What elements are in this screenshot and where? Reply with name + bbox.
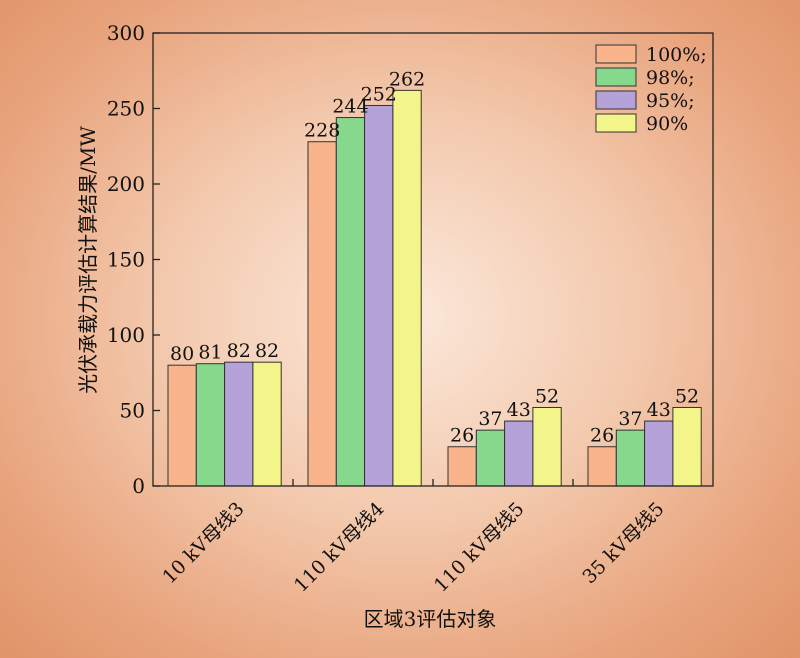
bar [252, 361, 282, 487]
data-label: 82 [255, 340, 279, 362]
bar [307, 141, 337, 487]
data-label: 52 [535, 385, 559, 407]
bar [195, 363, 226, 487]
data-label: 37 [478, 408, 502, 430]
bar [532, 406, 562, 487]
bar [475, 429, 506, 487]
legend-swatch [595, 67, 637, 87]
data-label: 228 [304, 120, 340, 142]
legend: 100%;98%;95%;90% [595, 44, 707, 135]
y-tick-label: 0 [132, 474, 145, 498]
data-label: 37 [618, 408, 642, 430]
y-tick-label: 200 [107, 172, 145, 196]
data-label: 43 [507, 399, 531, 421]
legend-label: 95%; [646, 90, 695, 112]
y-tick-label: 300 [107, 21, 145, 45]
y-tick-label: 50 [120, 399, 145, 423]
y-tick-label: 150 [107, 248, 145, 272]
data-label: 82 [227, 340, 251, 362]
x-axis-title: 区域3评估对象 [364, 607, 497, 631]
bar [644, 420, 674, 487]
legend-swatch [595, 90, 637, 110]
bar [224, 361, 254, 487]
data-label: 52 [675, 385, 699, 407]
bar [392, 89, 422, 487]
legend-label: 98%; [646, 67, 695, 89]
x-category-label: 110 kV母线5 [430, 498, 529, 597]
data-label: 252 [361, 83, 397, 105]
y-tick-label: 100 [107, 323, 145, 347]
legend-label: 100%; [646, 44, 707, 66]
data-label: 26 [590, 425, 614, 447]
data-label: 80 [170, 343, 194, 365]
bar [335, 117, 366, 487]
data-label: 262 [389, 68, 425, 90]
data-label: 244 [332, 96, 368, 118]
bar [364, 104, 394, 487]
x-category-label: 110 kV母线4 [290, 498, 389, 597]
legend-swatch [595, 113, 637, 133]
bar [587, 446, 617, 487]
bars-group [167, 89, 702, 487]
x-category-label: 10 kV母线3 [158, 498, 248, 588]
x-category-label: 35 kV母线5 [578, 498, 668, 588]
bar [167, 364, 197, 487]
legend-label: 90% [646, 113, 688, 135]
bar [672, 406, 702, 487]
bar [447, 446, 477, 487]
bar [615, 429, 646, 487]
data-label: 81 [198, 342, 222, 364]
data-label: 43 [647, 399, 671, 421]
bar [504, 420, 534, 487]
y-axis-title: 光伏承载力评估计算结果/MW [76, 126, 100, 394]
data-label: 26 [450, 425, 474, 447]
legend-swatch [595, 44, 637, 64]
y-tick-label: 250 [107, 97, 145, 121]
